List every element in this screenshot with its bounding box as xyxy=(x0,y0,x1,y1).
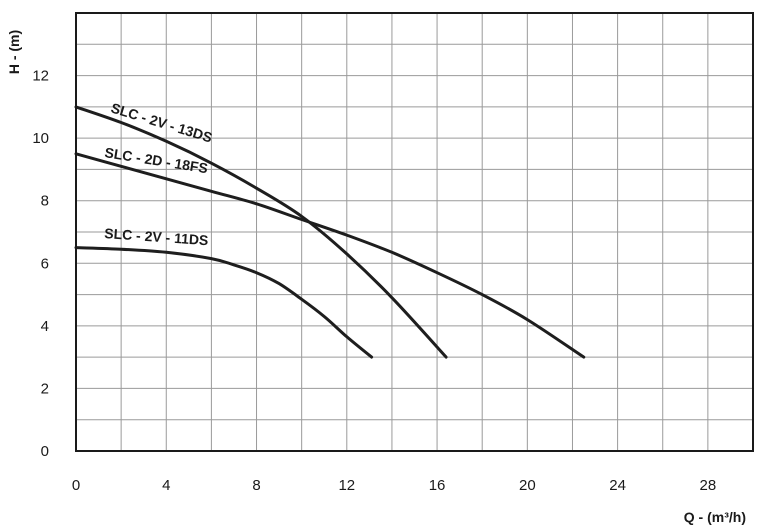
curves xyxy=(74,105,586,359)
series-label: SLC - 2D - 18FS xyxy=(104,144,209,176)
y-tick-label: 10 xyxy=(32,130,49,147)
grid-lines xyxy=(76,13,753,451)
plot-frame xyxy=(75,12,754,452)
x-tick-label: 8 xyxy=(252,477,260,494)
x-tick-label: 20 xyxy=(519,477,536,494)
y-tick-label: 12 xyxy=(32,68,49,85)
series-label: SLC - 2V - 11DS xyxy=(104,225,209,248)
x-tick-label: 24 xyxy=(609,477,626,494)
x-tick-label: 0 xyxy=(72,477,80,494)
y-tick-label: 0 xyxy=(41,443,49,460)
y-tick-labels: 0 2 4 6 8 10 12 xyxy=(32,68,49,460)
x-tick-label: 28 xyxy=(700,477,717,494)
series-line xyxy=(74,246,374,359)
series-line xyxy=(74,152,586,359)
y-axis-title: H - (m) xyxy=(6,30,22,74)
x-tick-labels: 0 4 8 12 16 20 24 28 xyxy=(72,477,716,494)
x-tick-label: 12 xyxy=(338,477,355,494)
y-tick-label: 2 xyxy=(41,380,49,397)
y-tick-label: 8 xyxy=(41,193,49,210)
x-tick-label: 4 xyxy=(162,477,170,494)
series-line xyxy=(74,105,448,359)
y-tick-label: 4 xyxy=(41,318,49,335)
x-tick-label: 16 xyxy=(429,477,446,494)
x-axis-title: Q - (m³/h) xyxy=(684,509,746,525)
y-tick-label: 6 xyxy=(41,255,49,272)
